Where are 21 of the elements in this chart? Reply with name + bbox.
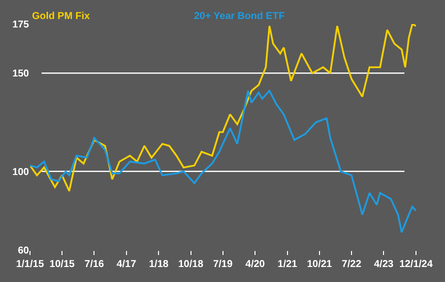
x-tick-label: 10/18 <box>178 259 204 270</box>
text: 20+ Year Bond ETF <box>194 11 285 22</box>
x-tick-label: 1/1/15 <box>16 259 44 270</box>
x-tick-label: 10/15 <box>50 259 76 270</box>
line-series <box>30 24 416 192</box>
x-tick-label: 4/23 <box>374 259 394 270</box>
x-tick-label: 4/20 <box>245 259 266 270</box>
x-tick-label: 4/17 <box>116 259 137 270</box>
x-tick-label: 10/21 <box>306 259 332 270</box>
y-tick-label: 150 <box>12 68 30 80</box>
x-tick-label: 7/22 <box>342 259 362 270</box>
text: Gold PM Fix <box>32 11 90 22</box>
x-tick-label: 1/21 <box>278 259 298 270</box>
x-tick-label: 7/16 <box>84 259 104 270</box>
x-tick-label: 1/18 <box>148 259 169 270</box>
y-tick-label: 100 <box>12 166 30 178</box>
line-series <box>30 90 416 234</box>
x-tick-label: 7/19 <box>213 259 233 270</box>
y-tick-label: 60 <box>18 246 30 256</box>
x-tick-label: 12/1/24 <box>399 259 434 270</box>
y-tick-label: 175 <box>12 20 30 30</box>
